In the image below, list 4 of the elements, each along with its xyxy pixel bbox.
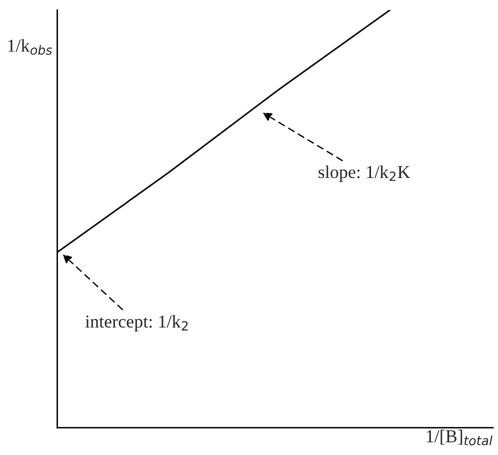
annotation: slope: 1/k$_{2}$K — [318, 165, 410, 182]
y-axis-title: 1/k$_{obs}$ — [8, 39, 52, 55]
annotation: intercept: 1/k$_{2}$ — [85, 314, 188, 332]
x-axis-title: 1/[B]$_{total}$ — [426, 430, 492, 446]
